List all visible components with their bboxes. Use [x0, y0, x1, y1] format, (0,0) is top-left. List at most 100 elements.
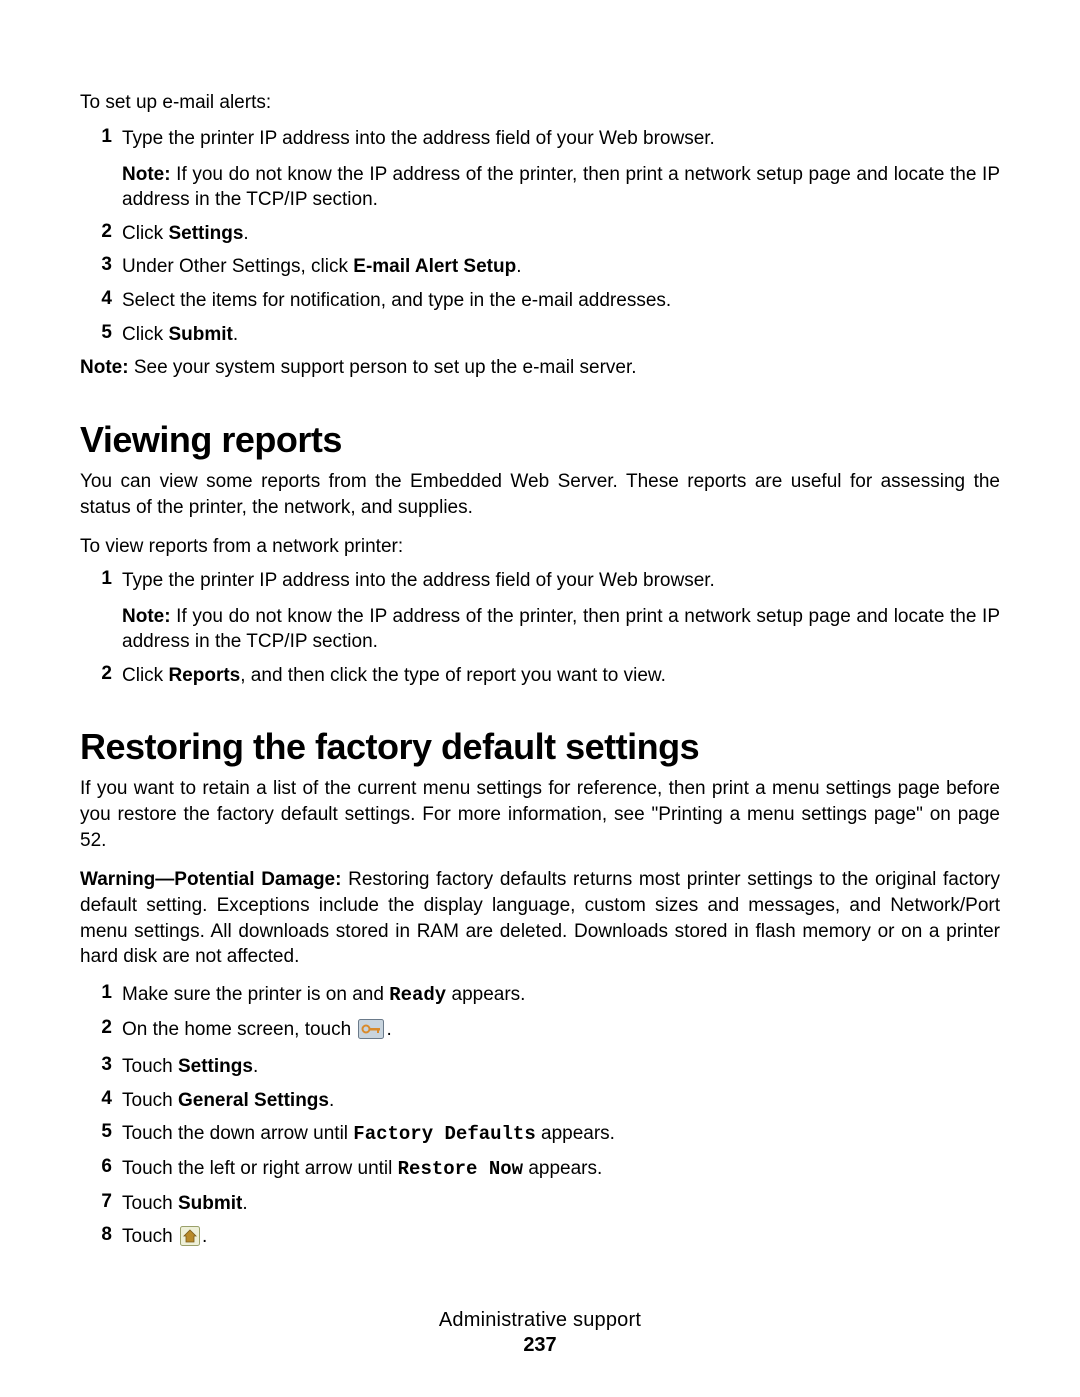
factory-defaults-heading: Restoring the factory default settings — [80, 726, 1000, 768]
step-number: 3 — [80, 254, 122, 276]
step-note: Note: If you do not know the IP address … — [122, 163, 1000, 212]
step-text-post: appears. — [523, 1158, 602, 1179]
step-item: 1 Type the printer IP address into the a… — [80, 126, 1000, 213]
step-text-pre: On the home screen, touch — [122, 1019, 356, 1040]
step-text-post: , and then click the type of report you … — [240, 665, 666, 686]
step-body: Touch Settings. — [122, 1054, 1000, 1080]
email-alerts-intro: To set up e-mail alerts: — [80, 90, 1000, 116]
step-item: 5 Click Submit. — [80, 322, 1000, 348]
step-body: Touch Submit. — [122, 1191, 1000, 1217]
step-number: 3 — [80, 1054, 122, 1076]
step-number: 2 — [80, 1017, 122, 1039]
factory-defaults-steps: 1 Make sure the printer is on and Ready … — [80, 982, 1000, 1254]
step-text-post: . — [516, 256, 521, 277]
step-text-pre: Touch — [122, 1090, 178, 1111]
step-item: 3 Touch Settings. — [80, 1054, 1000, 1080]
step-text-bold: E-mail Alert Setup — [353, 256, 516, 277]
note-text: See your system support person to set up… — [129, 357, 637, 378]
page-footer: Administrative support 237 — [0, 1309, 1080, 1357]
step-body: Select the items for notification, and t… — [122, 288, 1000, 314]
footer-page-number: 237 — [0, 1334, 1080, 1357]
step-text-bold: Submit — [178, 1193, 242, 1214]
step-body: On the home screen, touch . — [122, 1017, 1000, 1047]
step-text-post: . — [202, 1226, 207, 1247]
step-number: 4 — [80, 1088, 122, 1110]
step-text-pre: Touch the down arrow until — [122, 1123, 353, 1144]
note-label: Note: — [122, 606, 171, 627]
step-text-pre: Touch — [122, 1193, 178, 1214]
step-text-post: . — [386, 1019, 391, 1040]
step-item: 2 On the home screen, touch . — [80, 1017, 1000, 1047]
step-number: 4 — [80, 288, 122, 310]
note-text: If you do not know the IP address of the… — [122, 606, 1000, 652]
step-text-post: . — [253, 1056, 258, 1077]
step-item: 6 Touch the left or right arrow until Re… — [80, 1156, 1000, 1183]
step-body: Click Settings. — [122, 221, 1000, 247]
step-number: 7 — [80, 1191, 122, 1213]
step-text-post: . — [329, 1090, 334, 1111]
step-text-pre: Touch — [122, 1226, 178, 1247]
step-text-pre: Click — [122, 665, 168, 686]
step-body: Type the printer IP address into the add… — [122, 568, 1000, 655]
step-number: 2 — [80, 663, 122, 685]
step-body: Click Submit. — [122, 322, 1000, 348]
step-item: 2 Click Reports, and then click the type… — [80, 663, 1000, 689]
email-alerts-bottom-note: Note: See your system support person to … — [80, 355, 1000, 381]
step-item: 5 Touch the down arrow until Factory Def… — [80, 1121, 1000, 1148]
step-item: 1 Type the printer IP address into the a… — [80, 568, 1000, 655]
viewing-reports-steps: 1 Type the printer IP address into the a… — [80, 568, 1000, 689]
step-text-mono: Factory Defaults — [353, 1123, 535, 1145]
viewing-reports-heading: Viewing reports — [80, 419, 1000, 461]
step-number: 1 — [80, 982, 122, 1004]
step-item: 3 Under Other Settings, click E-mail Ale… — [80, 254, 1000, 280]
step-number: 6 — [80, 1156, 122, 1178]
page: To set up e-mail alerts: 1 Type the prin… — [0, 0, 1080, 1397]
step-text-pre: Click — [122, 223, 168, 244]
note-text: If you do not know the IP address of the… — [122, 164, 1000, 210]
step-number: 5 — [80, 322, 122, 344]
step-text-mono: Restore Now — [398, 1158, 523, 1180]
step-text-post: appears. — [536, 1123, 615, 1144]
step-item: 8 Touch . — [80, 1224, 1000, 1254]
step-body: Touch General Settings. — [122, 1088, 1000, 1114]
step-text-post: . — [233, 324, 238, 345]
step-body: Make sure the printer is on and Ready ap… — [122, 982, 1000, 1009]
step-body: Touch the left or right arrow until Rest… — [122, 1156, 1000, 1183]
step-note: Note: If you do not know the IP address … — [122, 605, 1000, 654]
step-body: Under Other Settings, click E-mail Alert… — [122, 254, 1000, 280]
step-body: Type the printer IP address into the add… — [122, 126, 1000, 213]
step-text-post: . — [242, 1193, 247, 1214]
step-text-bold: Settings — [178, 1056, 253, 1077]
step-body: Touch . — [122, 1224, 1000, 1254]
step-text-post: appears. — [446, 984, 525, 1005]
step-body: Touch the down arrow until Factory Defau… — [122, 1121, 1000, 1148]
step-number: 2 — [80, 221, 122, 243]
step-text-pre: Under Other Settings, click — [122, 256, 353, 277]
factory-defaults-warning: Warning—Potential Damage: Restoring fact… — [80, 867, 1000, 970]
viewing-reports-para2: To view reports from a network printer: — [80, 534, 1000, 560]
settings-key-icon — [358, 1019, 384, 1047]
footer-title: Administrative support — [0, 1309, 1080, 1332]
step-text-mono: Ready — [389, 984, 446, 1006]
warning-label: Warning—Potential Damage: — [80, 869, 341, 890]
step-body: Click Reports, and then click the type o… — [122, 663, 1000, 689]
step-text-post: . — [243, 223, 248, 244]
step-item: 7 Touch Submit. — [80, 1191, 1000, 1217]
step-text-pre: Make sure the printer is on and — [122, 984, 389, 1005]
step-number: 8 — [80, 1224, 122, 1246]
home-icon — [180, 1226, 200, 1254]
note-label: Note: — [80, 357, 129, 378]
step-item: 1 Make sure the printer is on and Ready … — [80, 982, 1000, 1009]
step-text-bold: General Settings — [178, 1090, 329, 1111]
step-text-bold: Submit — [168, 324, 232, 345]
step-item: 2 Click Settings. — [80, 221, 1000, 247]
step-number: 5 — [80, 1121, 122, 1143]
email-alerts-steps: 1 Type the printer IP address into the a… — [80, 126, 1000, 348]
step-text-bold: Reports — [168, 665, 240, 686]
step-item: 4 Touch General Settings. — [80, 1088, 1000, 1114]
step-text: Type the printer IP address into the add… — [122, 126, 1000, 152]
factory-defaults-para1: If you want to retain a list of the curr… — [80, 776, 1000, 853]
step-number: 1 — [80, 568, 122, 590]
note-label: Note: — [122, 164, 171, 185]
step-text-pre: Touch the left or right arrow until — [122, 1158, 398, 1179]
